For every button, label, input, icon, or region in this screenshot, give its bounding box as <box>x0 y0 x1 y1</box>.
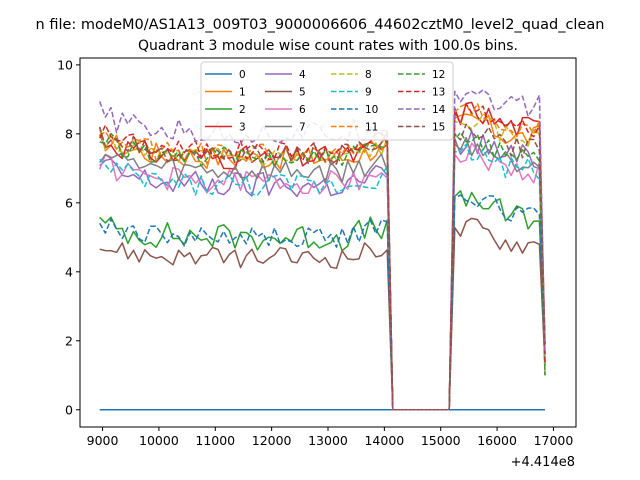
legend-label-1: 1 <box>239 87 246 99</box>
x-tick-label: 16000 <box>477 433 517 448</box>
y-tick-label: 0 <box>65 402 73 417</box>
x-axis: 9000 10000 11000 12000 13000 14000 15000 16000 1… <box>87 427 574 448</box>
x-tick-label: 12000 <box>252 433 292 448</box>
legend-label-11: 11 <box>365 122 378 134</box>
legend-label-0: 0 <box>239 69 246 81</box>
legend-label-14: 14 <box>432 104 446 116</box>
y-axis: 0 2 4 6 8 10 <box>57 57 80 417</box>
y-tick-label: 8 <box>65 126 73 141</box>
series-line-13 <box>99 103 546 411</box>
legend-label-8: 8 <box>365 69 372 81</box>
legend-label-9: 9 <box>365 87 372 99</box>
y-tick-label: 4 <box>65 264 73 279</box>
x-tick-label: 13000 <box>308 433 348 448</box>
x-tick-label: 11000 <box>195 433 235 448</box>
legend-label-6: 6 <box>299 104 306 116</box>
chart-title: Quadrant 3 module wise count rates with … <box>138 38 518 54</box>
series-line-6 <box>99 142 546 411</box>
legend-label-13: 13 <box>432 87 445 99</box>
legend-label-15: 15 <box>432 122 445 134</box>
legend-label-3: 3 <box>239 122 246 134</box>
series-line-10 <box>99 194 546 411</box>
suptitle: n file: modeM0/AS1A13_009T03_9000006606_… <box>36 17 605 33</box>
series-line-12 <box>99 131 546 411</box>
series-line-7 <box>99 136 546 411</box>
legend-label-5: 5 <box>299 87 306 99</box>
series-line-5 <box>99 217 546 411</box>
series-line-8 <box>98 113 546 411</box>
legend-label-7: 7 <box>299 122 306 134</box>
x-offset-label: +4.414e8 <box>511 455 575 470</box>
y-tick-label: 6 <box>65 195 73 210</box>
series-line-15 <box>98 123 546 411</box>
legend-label-10: 10 <box>365 104 378 116</box>
series-line-9 <box>99 143 546 411</box>
x-tick-label: 17000 <box>534 433 574 448</box>
x-tick-label: 9000 <box>87 433 119 448</box>
x-tick-label: 14000 <box>364 433 404 448</box>
x-tick-label: 10000 <box>139 433 179 448</box>
legend-frame <box>200 61 454 141</box>
legend-label-12: 12 <box>432 69 445 81</box>
legend-label-4: 4 <box>299 69 306 81</box>
y-tick-label: 2 <box>65 333 73 348</box>
x-tick-label: 15000 <box>421 433 461 448</box>
y-tick-label: 10 <box>57 57 73 72</box>
legend-label-2: 2 <box>239 104 246 116</box>
